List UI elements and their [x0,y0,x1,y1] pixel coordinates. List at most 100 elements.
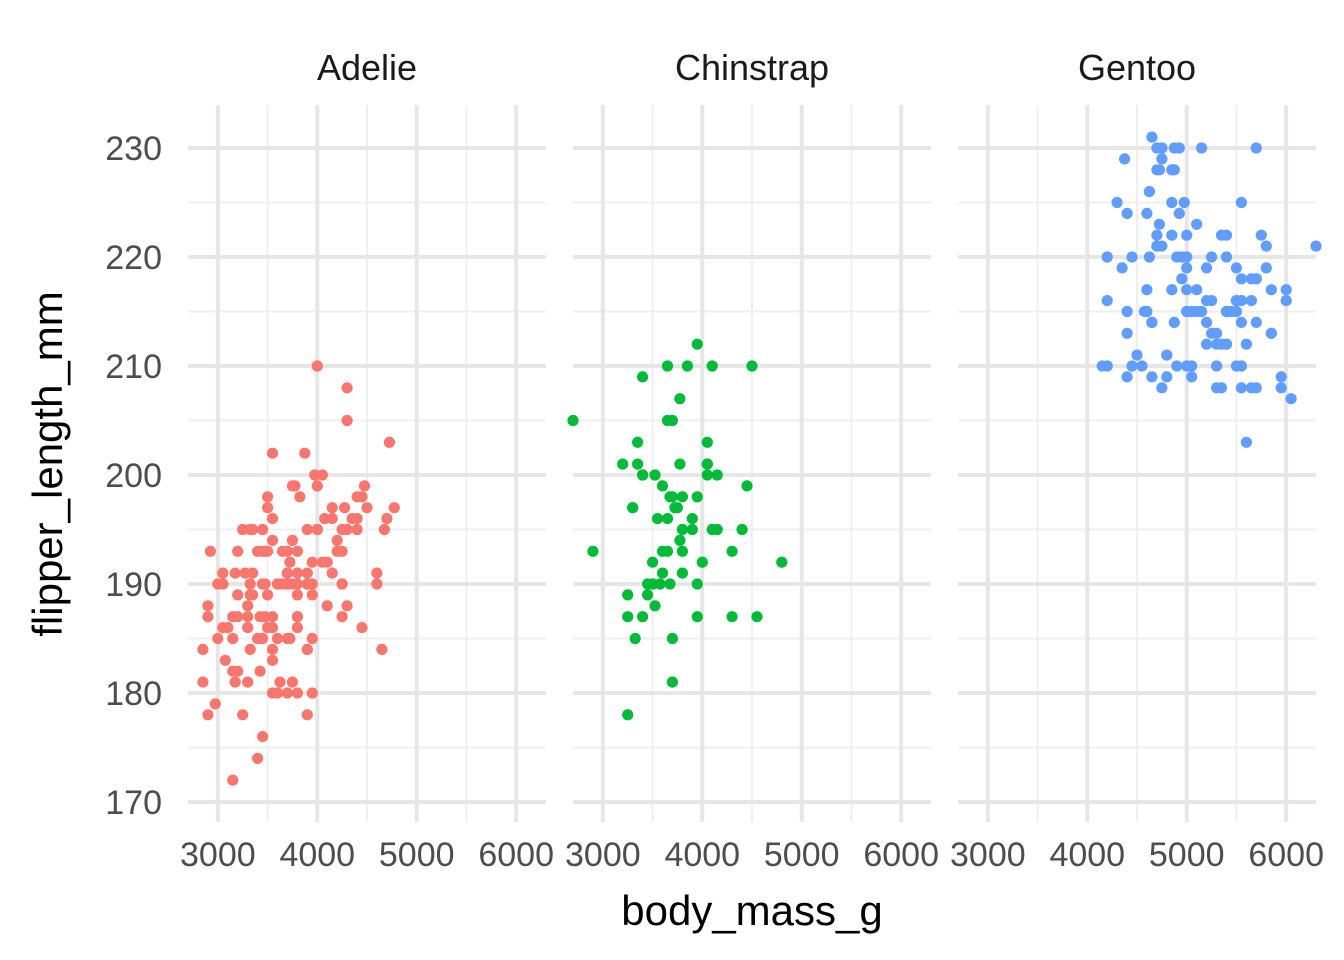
data-point [1173,207,1185,219]
data-point [666,632,679,645]
data-point [674,534,686,547]
data-point [244,578,256,590]
data-point [632,436,644,448]
data-point [227,611,239,623]
data-point [1255,229,1267,241]
data-point [656,480,669,492]
data-point [1310,240,1322,252]
y-tick-label: 230 [105,130,162,168]
data-point [291,545,303,557]
data-point [361,502,373,514]
data-point [651,513,664,525]
data-point [1240,338,1252,350]
data-point [632,458,644,470]
data-point [1235,316,1247,328]
data-point [346,513,358,525]
data-point [254,665,266,677]
data-point [1138,305,1151,318]
data-point [1220,338,1233,350]
data-point [291,589,303,601]
data-point [229,676,241,688]
data-point [301,567,313,579]
data-point [567,414,579,427]
data-point [341,600,353,612]
data-point [637,371,649,383]
data-point [1153,218,1165,230]
data-point [1245,273,1257,285]
data-point [676,545,689,557]
data-point [1111,196,1123,209]
data-point [262,502,274,514]
data-point [1260,240,1272,252]
data-point [237,709,249,721]
x-tick-label: 4000 [279,836,355,874]
data-point [1260,262,1272,274]
data-point [1280,284,1292,296]
data-point [306,589,318,601]
data-point [286,534,298,547]
data-point [274,676,286,688]
data-point [1166,229,1178,241]
data-point [622,611,634,623]
data-point [1181,262,1193,274]
data-point [1230,305,1242,318]
x-tick-label: 6000 [1248,836,1324,874]
data-point [266,447,279,459]
data-point [212,578,224,590]
data-point [242,676,254,688]
data-point [299,447,311,459]
data-point [701,436,713,448]
data-point [664,578,676,590]
data-point [726,545,738,557]
data-point [1186,371,1198,383]
data-point [1191,305,1203,318]
data-point [271,578,284,590]
data-point [242,611,254,623]
data-point [212,632,224,645]
data-point [691,578,703,590]
data-point [1166,196,1178,209]
data-point [326,567,338,579]
data-point [1146,371,1158,383]
data-point [291,687,303,699]
data-point [1126,251,1138,263]
y-tick-label: 200 [105,457,162,495]
data-point [242,600,254,612]
data-point [1235,382,1247,394]
data-point [301,643,313,656]
data-point [1206,295,1218,307]
data-point [1161,371,1173,383]
y-tick-label: 220 [105,239,162,277]
data-point [696,556,708,568]
data-point [1151,229,1163,241]
data-point [1171,251,1183,263]
data-point [294,491,306,503]
data-point [1178,196,1190,209]
data-point [336,545,348,557]
data-point [356,491,368,503]
data-point [1143,251,1155,263]
data-point [336,611,348,623]
data-point [642,589,654,601]
data-point [686,523,698,536]
x-tick-label: 4000 [1049,836,1125,874]
data-point [622,589,634,601]
data-point [311,523,323,536]
data-point [1121,371,1133,383]
data-point [381,513,393,525]
data-point [656,567,669,579]
data-point [326,502,338,514]
data-point [629,632,641,645]
x-tick-label: 5000 [379,836,455,874]
data-point [691,611,703,623]
data-point [681,360,694,372]
data-point [691,338,703,350]
data-point [686,513,698,525]
panel-adelie: Adelie 3000 4000 5000 6000 [180,47,554,874]
data-point [227,665,239,677]
data-point [637,611,649,623]
x-tick-label: 3000 [950,836,1026,874]
data-point [1156,142,1168,154]
data-point [376,643,388,656]
data-point [219,654,231,666]
